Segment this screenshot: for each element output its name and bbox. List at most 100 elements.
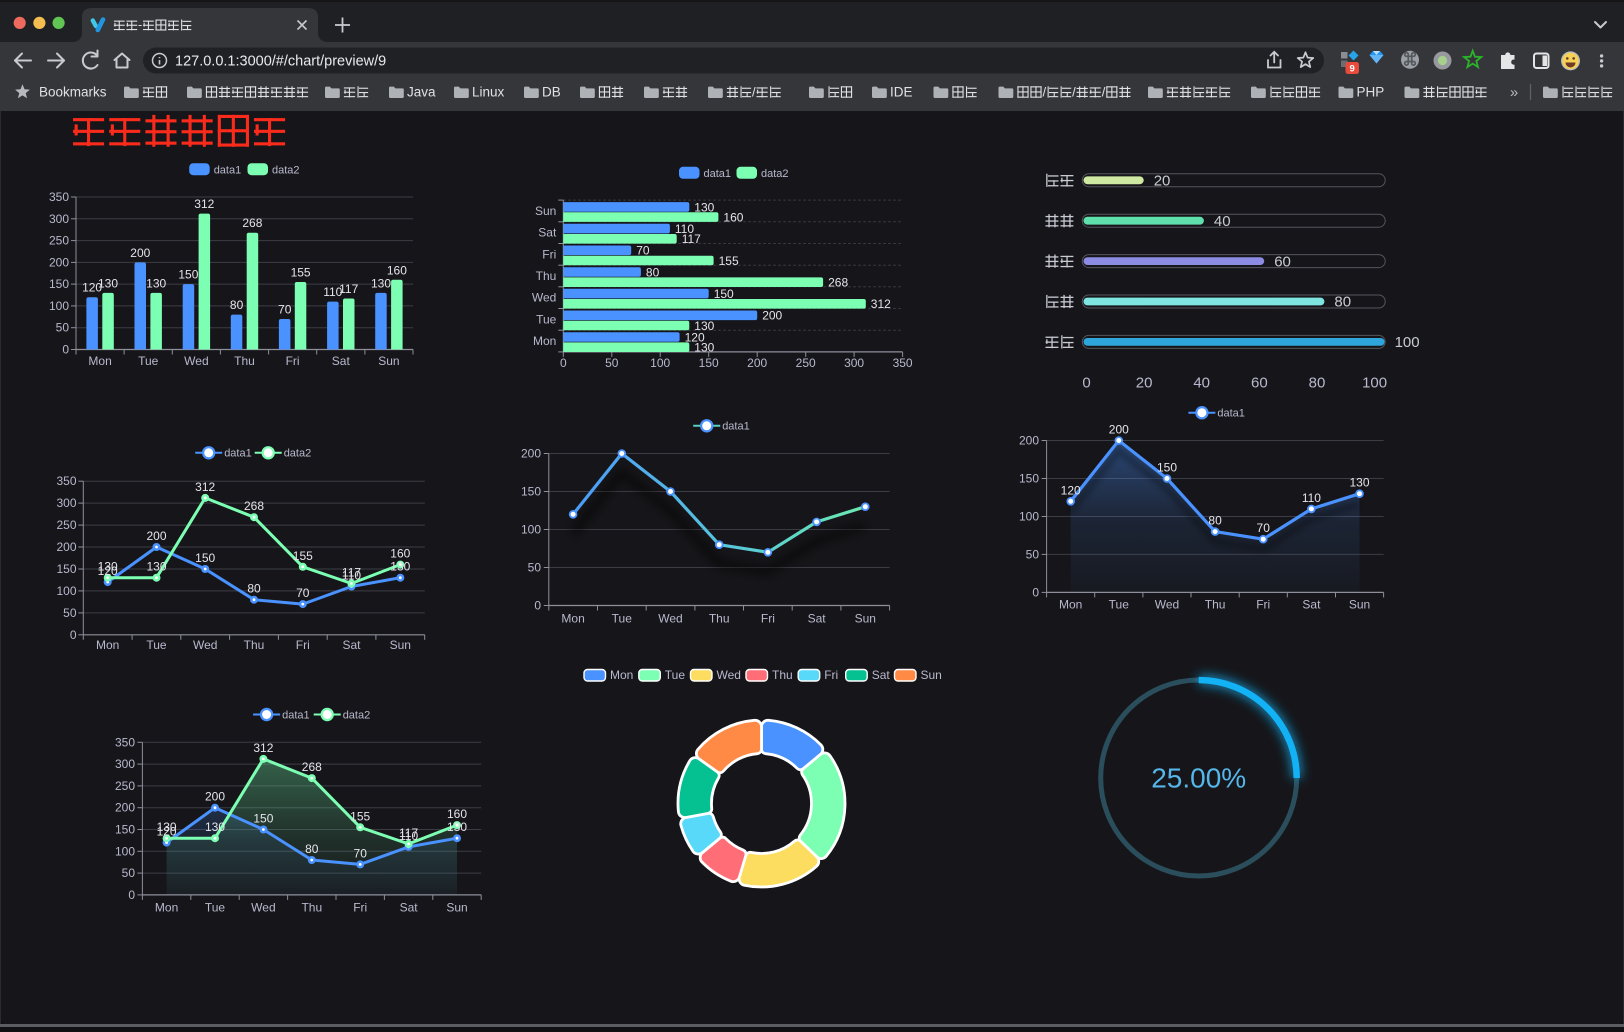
svg-text:50: 50 <box>528 561 542 575</box>
svg-text:Fri: Fri <box>1256 598 1270 612</box>
svg-text:130: 130 <box>371 276 391 290</box>
svg-text:100: 100 <box>650 356 670 370</box>
svg-text:50: 50 <box>122 866 136 880</box>
svg-text:Sat: Sat <box>808 612 827 626</box>
svg-text:/: / <box>752 84 756 99</box>
svg-text:130: 130 <box>694 319 714 333</box>
svg-text:/: / <box>1042 84 1046 99</box>
svg-text:DB: DB <box>542 85 561 100</box>
svg-text:data2: data2 <box>272 164 300 176</box>
svg-text:117: 117 <box>682 232 701 246</box>
svg-text:80: 80 <box>247 582 261 596</box>
svg-text:100: 100 <box>1362 375 1387 392</box>
svg-text:268: 268 <box>242 216 262 230</box>
svg-text:150: 150 <box>56 562 76 576</box>
svg-text:160: 160 <box>387 263 407 277</box>
svg-text:data2: data2 <box>343 709 371 721</box>
svg-text:160: 160 <box>447 807 467 821</box>
svg-text:20: 20 <box>1136 375 1153 392</box>
svg-text:130: 130 <box>98 560 118 574</box>
svg-text:70: 70 <box>278 303 292 317</box>
svg-text:200: 200 <box>1019 434 1039 448</box>
svg-text:250: 250 <box>796 356 816 370</box>
svg-text:300: 300 <box>56 496 76 510</box>
svg-text:0: 0 <box>1082 375 1090 392</box>
svg-text:Sun: Sun <box>446 901 467 915</box>
svg-text:Sun: Sun <box>390 638 411 652</box>
svg-text:350: 350 <box>115 735 135 749</box>
svg-text:Mon: Mon <box>96 638 119 652</box>
svg-text:80: 80 <box>1208 514 1222 528</box>
svg-text:Tue: Tue <box>205 901 226 915</box>
svg-text:Wed: Wed <box>658 612 682 626</box>
svg-text:155: 155 <box>350 809 370 823</box>
svg-text:200: 200 <box>146 529 166 543</box>
svg-text:PHP: PHP <box>1357 85 1385 100</box>
svg-text:200: 200 <box>56 540 76 554</box>
svg-text:350: 350 <box>49 190 69 204</box>
svg-text:120: 120 <box>157 825 177 839</box>
svg-text:0: 0 <box>62 343 69 357</box>
svg-text:300: 300 <box>49 212 69 226</box>
svg-text:120: 120 <box>82 281 102 295</box>
svg-text:Thu: Thu <box>234 354 255 368</box>
svg-text:150: 150 <box>49 277 69 291</box>
svg-text:100: 100 <box>49 299 69 313</box>
svg-text:Wed: Wed <box>193 638 217 652</box>
svg-text:155: 155 <box>719 254 739 268</box>
svg-text:0: 0 <box>128 888 135 902</box>
svg-text:20: 20 <box>1154 173 1171 190</box>
svg-text:Tue: Tue <box>612 612 633 626</box>
svg-text:130: 130 <box>694 200 714 214</box>
svg-text:Mon: Mon <box>561 612 584 626</box>
svg-text:312: 312 <box>195 480 215 494</box>
svg-text:130: 130 <box>98 276 118 290</box>
svg-text:268: 268 <box>828 276 848 290</box>
svg-text:Sun: Sun <box>921 668 942 682</box>
svg-text:130: 130 <box>390 560 410 574</box>
svg-text:Sat: Sat <box>342 638 361 652</box>
svg-text:Sun: Sun <box>535 204 556 218</box>
svg-text:0: 0 <box>534 599 541 613</box>
svg-text:data1: data1 <box>704 168 732 180</box>
svg-text:Mon: Mon <box>610 668 633 682</box>
svg-text:350: 350 <box>56 474 76 488</box>
svg-text:Fri: Fri <box>353 901 367 915</box>
svg-text:117: 117 <box>399 826 418 840</box>
svg-text:25.00%: 25.00% <box>1151 763 1246 794</box>
svg-text:160: 160 <box>723 211 743 225</box>
svg-text:150: 150 <box>253 812 273 826</box>
svg-text:Tue: Tue <box>138 354 159 368</box>
svg-text:0: 0 <box>1032 585 1039 599</box>
svg-text:120: 120 <box>98 564 118 578</box>
svg-text:Sat: Sat <box>1302 598 1321 612</box>
svg-text:100: 100 <box>56 584 76 598</box>
svg-text:Mon: Mon <box>155 901 178 915</box>
svg-text:60: 60 <box>1274 253 1291 270</box>
svg-text:60: 60 <box>1251 375 1268 392</box>
svg-text:70: 70 <box>1257 521 1271 535</box>
svg-text:Sat: Sat <box>538 226 557 240</box>
svg-text:Wed: Wed <box>251 901 275 915</box>
svg-text:312: 312 <box>194 197 214 211</box>
svg-text:130: 130 <box>146 276 166 290</box>
svg-text:312: 312 <box>253 741 273 755</box>
svg-text:0: 0 <box>560 356 567 370</box>
svg-text:300: 300 <box>115 757 135 771</box>
svg-text:Thu: Thu <box>1205 598 1226 612</box>
svg-text:130: 130 <box>157 820 177 834</box>
svg-text:Java: Java <box>407 85 436 100</box>
svg-text:data1: data1 <box>224 448 252 460</box>
svg-text:Thu: Thu <box>709 612 730 626</box>
svg-text:0: 0 <box>70 628 77 642</box>
svg-text:70: 70 <box>354 846 368 860</box>
svg-text:data2: data2 <box>761 168 789 180</box>
svg-text:Fri: Fri <box>296 638 310 652</box>
svg-text:155: 155 <box>291 266 311 280</box>
svg-text:130: 130 <box>447 820 467 834</box>
svg-text:200: 200 <box>762 309 782 323</box>
svg-text:Bookmarks: Bookmarks <box>39 85 107 100</box>
svg-text:/: / <box>1102 84 1106 99</box>
svg-text:50: 50 <box>1026 547 1040 561</box>
svg-text:9: 9 <box>1350 63 1355 74</box>
